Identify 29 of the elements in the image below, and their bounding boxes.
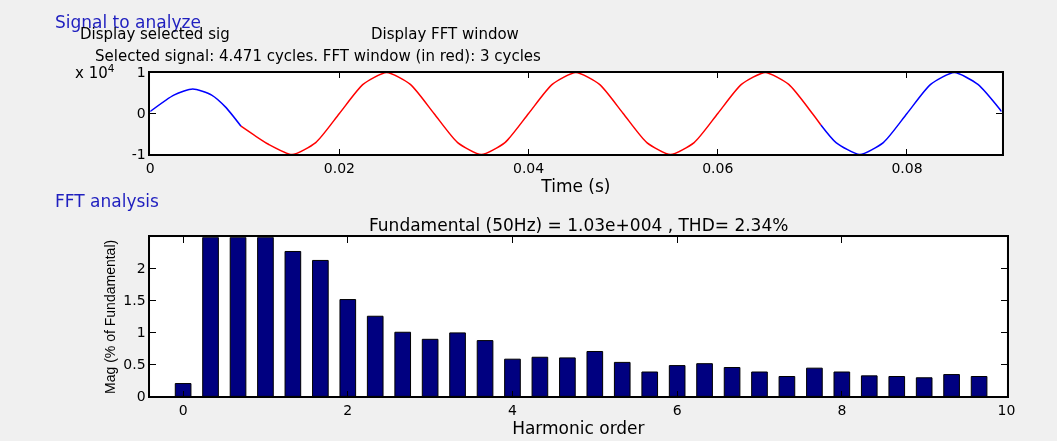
x-tick-label: 0 [178, 401, 188, 418]
text: x 10$^{4}$ [75, 62, 115, 83]
y-tick-label: 2 [136, 260, 146, 277]
x-tick-label: 10 [997, 401, 1016, 418]
text: Display FFT window [371, 25, 519, 43]
x-tick-label: 0.04 [512, 160, 545, 177]
chart-subtitle: Selected signal: 4.471 cycles. FFT window (in red): 3 cycles [95, 47, 542, 65]
x-tick-label: 0.06 [702, 160, 734, 177]
y-tick-label: 1 [136, 64, 146, 81]
y-tick-label: 0 [136, 388, 146, 405]
y-tick-label: 1 [136, 324, 146, 341]
x-tick-label: 6 [672, 401, 682, 418]
y-tick-label: -1 [131, 146, 146, 163]
x-tick-label: 0.02 [323, 160, 355, 177]
x-axis-title: Harmonic order [512, 417, 645, 438]
y-tick-label: 1.5 [123, 292, 146, 309]
y-tick-label: 0 [136, 105, 146, 122]
x-tick-label: 0.08 [891, 160, 923, 177]
y-axis-title: Mag (% of Fundamental) [102, 239, 119, 394]
x-tick-label: 4 [508, 401, 518, 418]
line-series [150, 88, 242, 127]
x-axis-title: Time (s) [540, 176, 611, 197]
line-series [820, 72, 1002, 155]
text: FFT analysis [55, 191, 160, 211]
x-tick-label: 8 [837, 401, 847, 418]
chart-title: Fundamental (50Hz) = 1.03e+004 , THD= 2.34% [369, 215, 789, 235]
x-tick-label: 2 [343, 401, 353, 418]
y-tick-label: 0.5 [123, 356, 146, 373]
line-series [240, 72, 822, 155]
